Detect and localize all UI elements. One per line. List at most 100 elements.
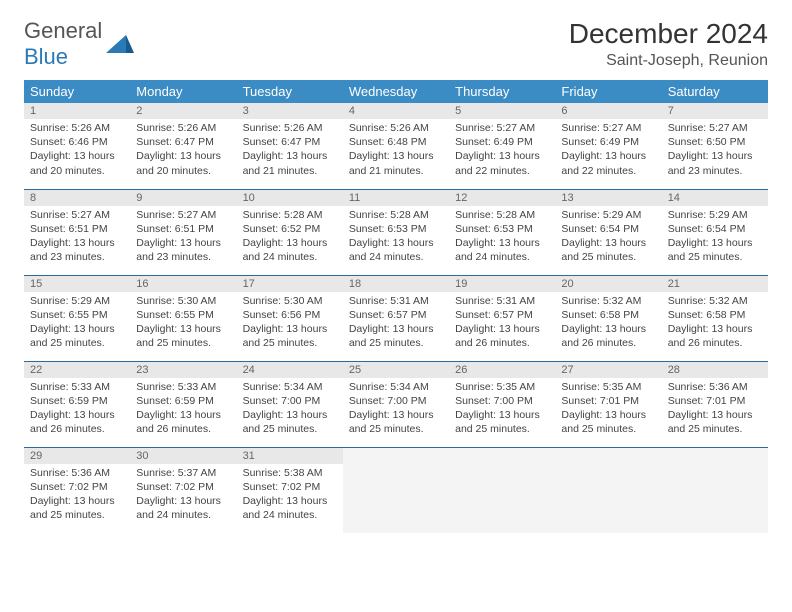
calendar-cell: 1Sunrise: 5:26 AMSunset: 6:46 PMDaylight… (24, 103, 130, 189)
sunset-line: Sunset: 7:00 PM (455, 394, 549, 408)
calendar-cell: 3Sunrise: 5:26 AMSunset: 6:47 PMDaylight… (237, 103, 343, 189)
calendar-cell: 25Sunrise: 5:34 AMSunset: 7:00 PMDayligh… (343, 361, 449, 447)
weekday-header: Thursday (449, 80, 555, 103)
calendar-cell: 13Sunrise: 5:29 AMSunset: 6:54 PMDayligh… (555, 189, 661, 275)
sunrise-line: Sunrise: 5:34 AM (349, 380, 443, 394)
weekday-header: Saturday (662, 80, 768, 103)
weekday-header-row: Sunday Monday Tuesday Wednesday Thursday… (24, 80, 768, 103)
day-details: Sunrise: 5:38 AMSunset: 7:02 PMDaylight:… (237, 464, 343, 527)
calendar-cell: 22Sunrise: 5:33 AMSunset: 6:59 PMDayligh… (24, 361, 130, 447)
sunset-line: Sunset: 6:55 PM (30, 308, 124, 322)
sunrise-line: Sunrise: 5:26 AM (30, 121, 124, 135)
sunrise-line: Sunrise: 5:36 AM (668, 380, 762, 394)
day-details: Sunrise: 5:31 AMSunset: 6:57 PMDaylight:… (343, 292, 449, 355)
sunrise-line: Sunrise: 5:26 AM (136, 121, 230, 135)
calendar-body: 1Sunrise: 5:26 AMSunset: 6:46 PMDaylight… (24, 103, 768, 533)
sunset-line: Sunset: 6:54 PM (561, 222, 655, 236)
day-number: 11 (343, 190, 449, 206)
daylight-line: Daylight: 13 hours and 24 minutes. (243, 494, 337, 522)
daylight-line: Daylight: 13 hours and 23 minutes. (136, 236, 230, 264)
sunrise-line: Sunrise: 5:30 AM (243, 294, 337, 308)
sunrise-line: Sunrise: 5:26 AM (243, 121, 337, 135)
calendar-table: Sunday Monday Tuesday Wednesday Thursday… (24, 80, 768, 533)
sunrise-line: Sunrise: 5:29 AM (668, 208, 762, 222)
sunrise-line: Sunrise: 5:31 AM (349, 294, 443, 308)
day-number: 24 (237, 362, 343, 378)
calendar-cell: 17Sunrise: 5:30 AMSunset: 6:56 PMDayligh… (237, 275, 343, 361)
day-number: 12 (449, 190, 555, 206)
sunset-line: Sunset: 7:00 PM (349, 394, 443, 408)
sunrise-line: Sunrise: 5:29 AM (561, 208, 655, 222)
triangle-icon (106, 31, 134, 58)
calendar-cell: 7Sunrise: 5:27 AMSunset: 6:50 PMDaylight… (662, 103, 768, 189)
day-details: Sunrise: 5:35 AMSunset: 7:01 PMDaylight:… (555, 378, 661, 441)
day-number: 10 (237, 190, 343, 206)
calendar-cell: 23Sunrise: 5:33 AMSunset: 6:59 PMDayligh… (130, 361, 236, 447)
sunrise-line: Sunrise: 5:32 AM (668, 294, 762, 308)
sunrise-line: Sunrise: 5:36 AM (30, 466, 124, 480)
sunrise-line: Sunrise: 5:35 AM (561, 380, 655, 394)
day-number: 1 (24, 103, 130, 119)
calendar-row: 15Sunrise: 5:29 AMSunset: 6:55 PMDayligh… (24, 275, 768, 361)
daylight-line: Daylight: 13 hours and 26 minutes. (561, 322, 655, 350)
day-number: 25 (343, 362, 449, 378)
sunset-line: Sunset: 7:00 PM (243, 394, 337, 408)
day-details: Sunrise: 5:32 AMSunset: 6:58 PMDaylight:… (555, 292, 661, 355)
weekday-header: Tuesday (237, 80, 343, 103)
sunset-line: Sunset: 7:01 PM (668, 394, 762, 408)
calendar-cell: 28Sunrise: 5:36 AMSunset: 7:01 PMDayligh… (662, 361, 768, 447)
day-number: 18 (343, 276, 449, 292)
daylight-line: Daylight: 13 hours and 25 minutes. (243, 408, 337, 436)
calendar-cell (343, 447, 449, 533)
day-details: Sunrise: 5:26 AMSunset: 6:46 PMDaylight:… (24, 119, 130, 182)
sunrise-line: Sunrise: 5:30 AM (136, 294, 230, 308)
sunset-line: Sunset: 6:58 PM (561, 308, 655, 322)
calendar-cell: 26Sunrise: 5:35 AMSunset: 7:00 PMDayligh… (449, 361, 555, 447)
daylight-line: Daylight: 13 hours and 24 minutes. (243, 236, 337, 264)
sunrise-line: Sunrise: 5:27 AM (136, 208, 230, 222)
sunrise-line: Sunrise: 5:28 AM (243, 208, 337, 222)
calendar-cell: 4Sunrise: 5:26 AMSunset: 6:48 PMDaylight… (343, 103, 449, 189)
sunrise-line: Sunrise: 5:27 AM (455, 121, 549, 135)
daylight-line: Daylight: 13 hours and 21 minutes. (243, 149, 337, 177)
sunset-line: Sunset: 6:53 PM (455, 222, 549, 236)
weekday-header: Wednesday (343, 80, 449, 103)
calendar-cell: 10 Sunrise: 5:28 AMSunset: 6:52 PMDayligh… (237, 189, 343, 275)
sunset-line: Sunset: 6:59 PM (136, 394, 230, 408)
day-details: Sunrise: 5:30 AMSunset: 6:55 PMDaylight:… (130, 292, 236, 355)
day-number: 8 (24, 190, 130, 206)
day-number: 5 (449, 103, 555, 119)
calendar-cell: 5Sunrise: 5:27 AMSunset: 6:49 PMDaylight… (449, 103, 555, 189)
day-details: Sunrise: 5:29 AMSunset: 6:54 PMDaylight:… (555, 206, 661, 269)
daylight-line: Daylight: 13 hours and 25 minutes. (561, 236, 655, 264)
daylight-line: Daylight: 13 hours and 25 minutes. (561, 408, 655, 436)
day-details: Sunrise: 5:35 AMSunset: 7:00 PMDaylight:… (449, 378, 555, 441)
daylight-line: Daylight: 13 hours and 26 minutes. (668, 322, 762, 350)
day-details: Sunrise: 5:26 AMSunset: 6:47 PMDaylight:… (130, 119, 236, 182)
daylight-line: Daylight: 13 hours and 25 minutes. (349, 322, 443, 350)
sunrise-line: Sunrise: 5:28 AM (455, 208, 549, 222)
sunset-line: Sunset: 6:59 PM (30, 394, 124, 408)
calendar-cell: 12Sunrise: 5:28 AMSunset: 6:53 PMDayligh… (449, 189, 555, 275)
day-details: Sunrise: 5:29 AMSunset: 6:55 PMDaylight:… (24, 292, 130, 355)
daylight-line: Daylight: 13 hours and 22 minutes. (561, 149, 655, 177)
sunset-line: Sunset: 6:52 PM (243, 222, 337, 236)
day-number: 9 (130, 190, 236, 206)
sunrise-line: Sunrise: 5:31 AM (455, 294, 549, 308)
sunrise-line: Sunrise: 5:28 AM (349, 208, 443, 222)
day-details: Sunrise: 5:31 AMSunset: 6:57 PMDaylight:… (449, 292, 555, 355)
sunrise-line: Sunrise: 5:27 AM (561, 121, 655, 135)
sunset-line: Sunset: 6:58 PM (668, 308, 762, 322)
sunset-line: Sunset: 6:50 PM (668, 135, 762, 149)
sunrise-line: Sunrise: 5:32 AM (561, 294, 655, 308)
calendar-cell (662, 447, 768, 533)
day-details: Sunrise: 5:27 AMSunset: 6:51 PMDaylight:… (24, 206, 130, 269)
daylight-line: Daylight: 13 hours and 24 minutes. (349, 236, 443, 264)
calendar-cell: 8Sunrise: 5:27 AMSunset: 6:51 PMDaylight… (24, 189, 130, 275)
day-number: 15 (24, 276, 130, 292)
sunset-line: Sunset: 6:49 PM (561, 135, 655, 149)
weekday-header: Friday (555, 80, 661, 103)
weekday-header: Sunday (24, 80, 130, 103)
sunset-line: Sunset: 6:54 PM (668, 222, 762, 236)
day-details: Sunrise: 5:29 AMSunset: 6:54 PMDaylight:… (662, 206, 768, 269)
